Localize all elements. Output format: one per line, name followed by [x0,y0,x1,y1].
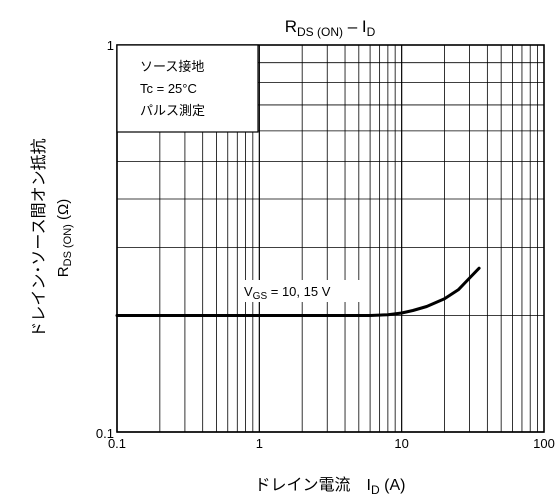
plot-frame [116,44,545,433]
series-label-group: VGS = 10, 15 V [240,280,366,302]
y-axis-label: ドレイン･ソース間オン抵抗 RDS (ON) (Ω) [30,138,74,337]
chart-title: RDS (ON) – ID [285,17,376,39]
ylabel-line1: ドレイン･ソース間オン抵抗 [30,138,48,337]
series-label: VGS = 10, 15 V [244,284,331,302]
x-tick-label: 100 [533,436,555,451]
xlabel-main: ドレイン電流 I [255,476,371,494]
ylabel-line2: RDS (ON) (Ω) [55,199,74,277]
condition-source-grounded: ソース接地 [140,59,204,74]
ylabel-line2-unit: (Ω) [55,199,72,224]
title-rest: – I [343,17,367,36]
x-tick-label: 1 [256,436,263,451]
x-tick-label: 10 [394,436,408,451]
condition-temperature: Tc = 25°C [140,81,197,96]
ylabel-line2-sub: DS (ON) [62,224,74,266]
conditions-box: ソース接地 Tc = 25°C パルス測定 [116,44,259,133]
tick-labels: 0.1 1 10 100 1 0.1 [96,38,555,451]
x-tick-label: 0.1 [108,436,126,451]
ylabel-line2-main: R [55,266,72,277]
xlabel-sub: D [371,483,380,497]
conditions-frame [116,44,259,133]
x-axis-label: ドレイン電流 ID (A) [255,476,406,497]
title-main: R [285,17,297,36]
series-line-vgs [115,266,481,317]
y-tick-label: 0.1 [96,426,114,441]
series-label-main: V [244,284,253,299]
title-sub2: D [367,25,376,39]
title-sub: DS (ON) [297,25,343,39]
series-label-sub: GS [253,291,268,302]
y-tick-label: 1 [107,38,114,53]
condition-pulse: パルス測定 [140,103,205,118]
series-label-bg [240,280,366,302]
series-label-rest: = 10, 15 V [267,284,331,299]
xlabel-unit: (A) [380,477,406,494]
